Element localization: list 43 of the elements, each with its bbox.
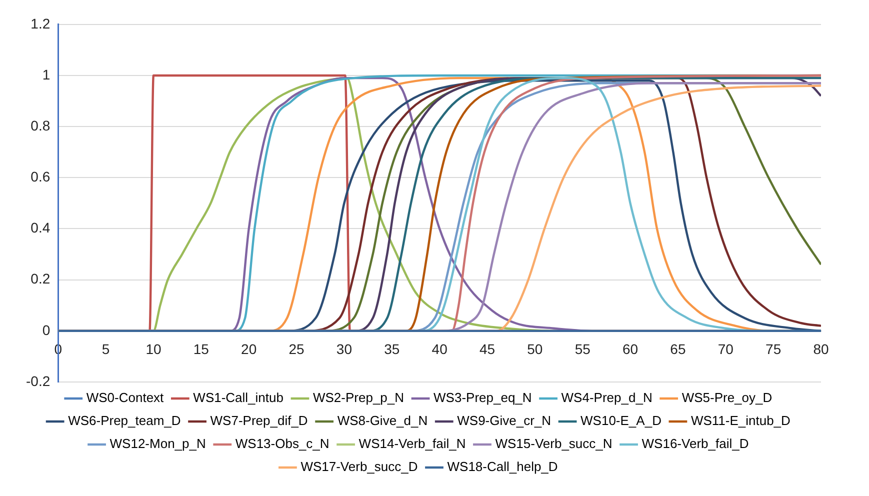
legend-label: WS18-Call_help_D [447,459,558,474]
x-tick-label: 30 [336,341,352,358]
legend-label: WS2-Prep_p_N [312,390,404,406]
legend-label: WS12-Mon_p_N [110,436,206,452]
legend-label: WS16-Verb_fail_D [642,436,749,452]
y-tick-label: 1 [42,66,50,82]
y-tick-label: -0.2 [26,372,50,389]
x-tick-label: 75 [766,341,782,358]
x-tick-label: 80 [813,341,829,358]
x-tick-label: 55 [574,341,591,358]
y-tick-label: 0.2 [30,270,50,287]
legend-label: WS11-E_intub_D [690,413,790,428]
x-tick-label: 60 [622,341,638,358]
legend-label: WS3-Prep_eq_N [434,390,532,406]
legend-label: WS13-Obs_c_N [235,436,330,452]
y-tick-label: 0.6 [30,168,50,185]
x-tick-label: 20 [241,341,257,358]
legend-label: WS9-Give_cr_N [457,413,552,428]
y-tick-label: 0.4 [30,220,50,236]
legend-label: WS4-Prep_d_N [561,390,652,406]
legend-label: WS0-Context [86,390,164,406]
x-tick-label: 10 [146,341,162,358]
x-tick-label: 70 [718,341,734,358]
legend-label: WS10-E_A_D [580,413,662,428]
legend-label: WS17-Verb_succ_D [300,459,418,474]
x-tick-label: 5 [102,341,110,358]
legend-label: WS14-Verb_fail_N [358,436,466,452]
x-tick-label: 45 [479,341,496,358]
legend-label: WS8-Give_d_N [337,413,428,428]
y-tick-label: 0 [42,322,50,338]
x-tick-label: 15 [193,341,210,358]
legend-label: WS5-Pre_oy_D [682,390,772,406]
legend-label: WS1-Call_intub [193,390,284,406]
y-tick-label: 1.2 [30,15,50,32]
legend-label: WS15-Verb_succ_N [495,436,612,452]
x-tick-label: 35 [384,341,400,358]
legend-label: WS7-Prep_dif_D [210,413,308,428]
legend-label: WS6-Prep_team_D [68,413,181,428]
x-tick-label: 25 [288,341,305,358]
y-tick-label: 0.8 [30,117,50,134]
x-tick-label: 65 [670,341,686,358]
x-tick-label: 50 [527,341,543,358]
x-tick-label: 40 [432,341,448,358]
